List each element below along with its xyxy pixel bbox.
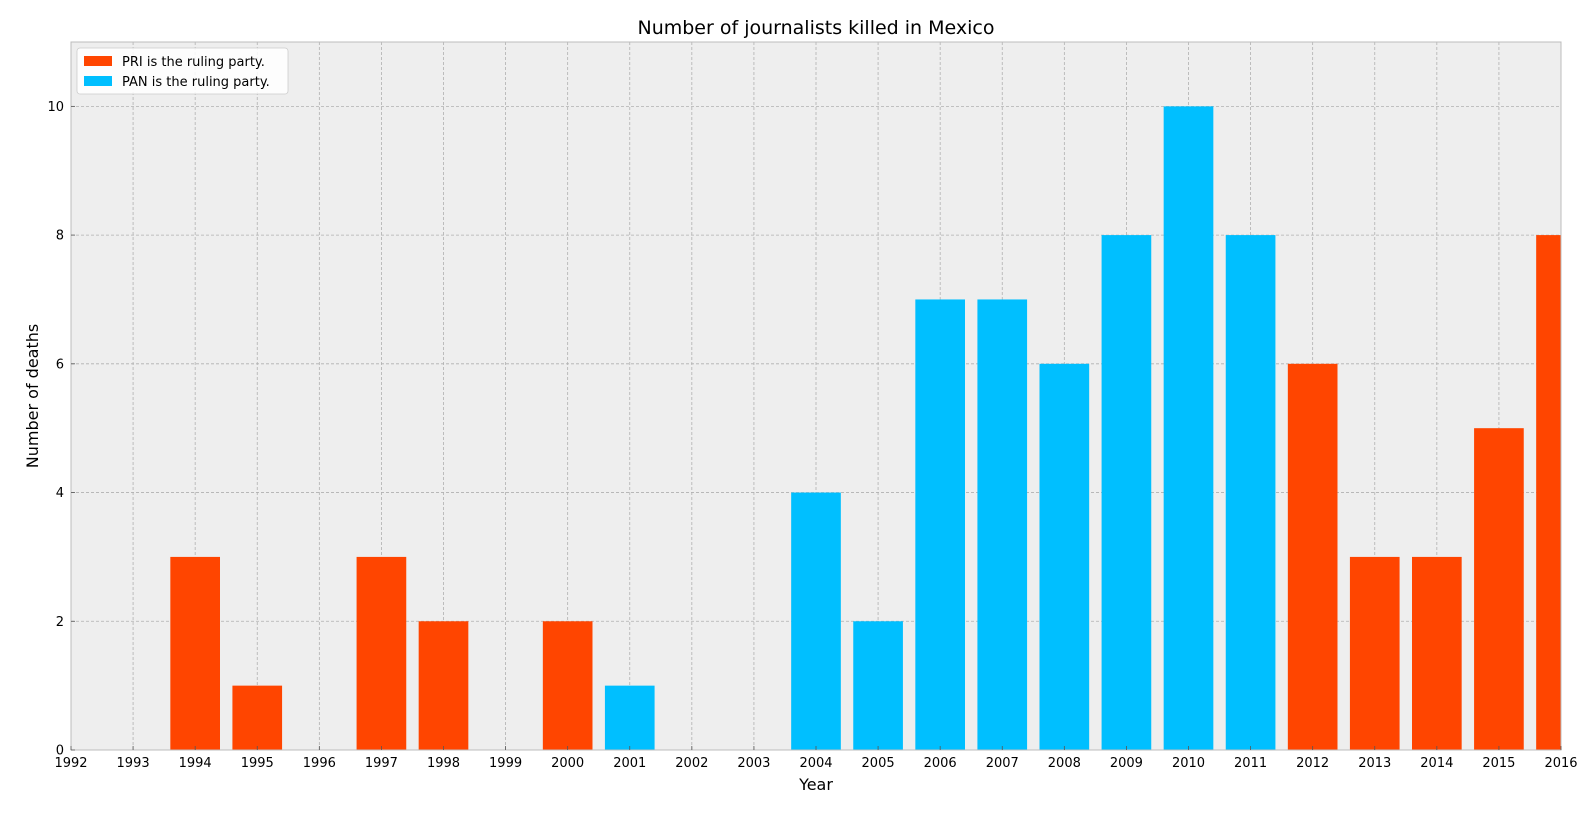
x-tick-label: 2015 [1482,756,1515,771]
x-tick-label: 1997 [365,756,398,771]
bar-1997 [356,556,407,750]
x-tick-label: 2014 [1420,756,1453,771]
x-tick-label: 1995 [241,756,274,771]
x-tick-label: 2003 [737,756,770,771]
bar-2014 [1412,556,1462,750]
y-tick-label: 0 [56,744,64,759]
bar-2010 [1163,106,1214,750]
legend-label-pri: PRI is the ruling party. [122,55,265,70]
y-tick-label: 8 [56,229,64,244]
x-tick-label: 1996 [303,756,336,771]
y-axis-label: Number of deaths [23,324,42,468]
x-tick-label: 2010 [1172,756,1205,771]
x-tick-label: 2011 [1234,756,1267,771]
x-tick-label: 2006 [924,756,957,771]
y-tick-label: 6 [56,357,64,372]
y-tick-label: 10 [47,100,64,115]
bar-1994 [170,556,220,750]
x-tick-label: 2009 [1110,756,1143,771]
x-tick-label: 2012 [1296,756,1329,771]
y-tick-label: 4 [56,486,64,501]
bar-2006 [915,299,965,750]
x-tick-label: 2002 [675,756,708,771]
x-tick-label: 2001 [613,756,646,771]
bar-2004 [791,492,841,750]
bar-2007 [977,299,1028,750]
axis-ticks: 1992 1993 1994 1995 1996 1997 1998 1999 2000 2001… [47,100,1577,771]
bar-2011 [1225,235,1276,750]
bar-2000 [542,621,593,750]
y-tick-label: 2 [56,615,64,630]
x-tick-label: 1993 [117,756,150,771]
x-tick-label: 1994 [179,756,212,771]
bar-1995 [232,685,283,750]
x-tick-label: 2007 [986,756,1019,771]
chart-title: Number of journalists killed in Mexico [637,17,994,39]
x-tick-label: 2005 [862,756,895,771]
bars [170,106,1561,750]
x-tick-label: 2004 [799,756,832,771]
bar-2009 [1101,235,1152,750]
bar-2015 [1474,428,1524,750]
x-axis-label: Year [798,775,833,794]
bar-2008 [1039,363,1090,750]
bar-2016 [1536,235,1561,750]
legend-swatch-pri [84,56,112,66]
x-tick-label: 2013 [1358,756,1391,771]
x-tick-label: 1992 [54,756,87,771]
x-tick-label: 2000 [551,756,584,771]
bar-2013 [1349,556,1400,750]
x-tick-label: 2016 [1544,756,1577,771]
legend-label-pan: PAN is the ruling party. [122,75,270,90]
bar-2012 [1287,363,1338,750]
bar-1998 [418,621,469,750]
legend-swatch-pan [84,76,112,86]
x-tick-label: 1999 [489,756,522,771]
legend-box [76,47,289,95]
x-tick-label: 2008 [1048,756,1081,771]
bar-2005 [853,621,903,750]
bar-2001 [604,685,655,750]
x-tick-label: 1998 [427,756,460,771]
legend: PRI is the ruling party. PAN is the ruli… [76,47,289,95]
